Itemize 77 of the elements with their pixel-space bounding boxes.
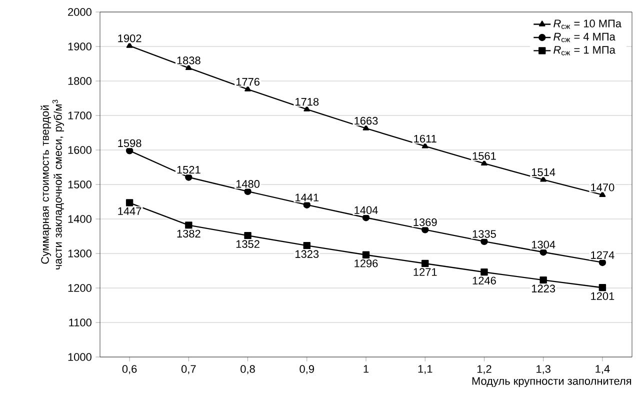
y-axis-title: Суммарная стоимость твердой части закладочной смеси, руб/м$^{3}$	[40, 100, 64, 270]
y-tick-label: 1700	[68, 112, 92, 120]
point	[480, 268, 488, 276]
y-tick-label: 2000	[68, 8, 92, 16]
x-axis-title: Модуль крупности заполнителя	[472, 377, 632, 388]
y-tick-label: 1900	[68, 42, 92, 50]
point	[422, 142, 428, 148]
point	[303, 242, 310, 250]
point	[540, 176, 547, 182]
data-label: 1561	[472, 152, 496, 160]
point	[362, 251, 370, 258]
x-tick-label: 1,2	[477, 365, 492, 374]
data-label: 1480	[236, 180, 260, 188]
point	[126, 42, 133, 48]
x-tick-label: 1,1	[418, 365, 432, 374]
data-label: 1902	[118, 34, 142, 42]
legend-label: R$_{сж}$ = 1 МПа	[554, 46, 616, 56]
x-tick-label: 1	[364, 365, 369, 373]
data-label: 1514	[532, 168, 556, 176]
data-label: 1404	[354, 206, 378, 214]
data-label: 1663	[354, 116, 378, 125]
y-tick-label: 1600	[68, 146, 92, 154]
data-label: 1304	[532, 240, 556, 249]
point	[540, 248, 547, 256]
point	[303, 201, 310, 208]
point	[362, 214, 370, 222]
x-tick-label: 0,8	[240, 365, 255, 374]
point	[422, 260, 429, 268]
point	[304, 106, 310, 112]
data-label: 1611	[414, 134, 436, 143]
legend-label: R$_{сж}$ = 4 МПа	[554, 32, 616, 42]
x-tick-label: 0,6	[122, 365, 137, 374]
data-label: 1382	[177, 230, 200, 238]
point	[598, 258, 606, 266]
point	[480, 238, 488, 246]
point	[422, 226, 429, 234]
x-tick-label: 0,9	[300, 365, 314, 374]
data-label: 1352	[236, 240, 260, 248]
y-tick-label: 1500	[68, 180, 92, 188]
y-tick-label: 1300	[68, 250, 92, 258]
y-tick-label: 1100	[69, 318, 92, 326]
data-label: 1598	[118, 139, 142, 148]
data-label: 1718	[296, 98, 319, 106]
point	[598, 284, 606, 292]
x-tick-label: 1,3	[536, 365, 550, 374]
data-label: 1470	[591, 184, 614, 192]
point	[540, 276, 547, 284]
legend-label: R$_{сж}$ = 10 МПа	[554, 20, 622, 29]
point	[185, 64, 192, 70]
data-label: 1521	[177, 166, 200, 174]
y-tick-label: 1800	[68, 77, 92, 85]
data-label: 1776	[236, 78, 260, 86]
data-label: 1271	[414, 268, 437, 276]
data-label: 1838	[177, 56, 200, 64]
point	[244, 188, 252, 195]
point	[126, 199, 134, 206]
data-label: 1274	[591, 251, 614, 259]
data-label: 1335	[472, 230, 496, 238]
data-label: 1246	[472, 276, 496, 284]
point	[244, 232, 252, 240]
data-label: 1441	[296, 194, 319, 202]
data-label: 1369	[414, 218, 437, 226]
point	[599, 191, 606, 197]
x-tick-label: 1,4	[596, 365, 610, 374]
data-label: 1447	[118, 207, 142, 215]
y-tick-label: 1200	[68, 284, 92, 292]
y-tick-label: 1400	[68, 215, 92, 223]
y-tick-label: 1000	[68, 353, 92, 361]
data-label: 1323	[296, 250, 319, 258]
point	[185, 174, 192, 181]
x-tick-label: 0,7	[181, 365, 196, 374]
point	[362, 124, 370, 130]
point	[126, 147, 134, 154]
data-label: 1296	[354, 259, 378, 268]
data-label: 1223	[532, 284, 556, 292]
data-label: 1201	[591, 292, 614, 300]
point	[185, 222, 192, 229]
